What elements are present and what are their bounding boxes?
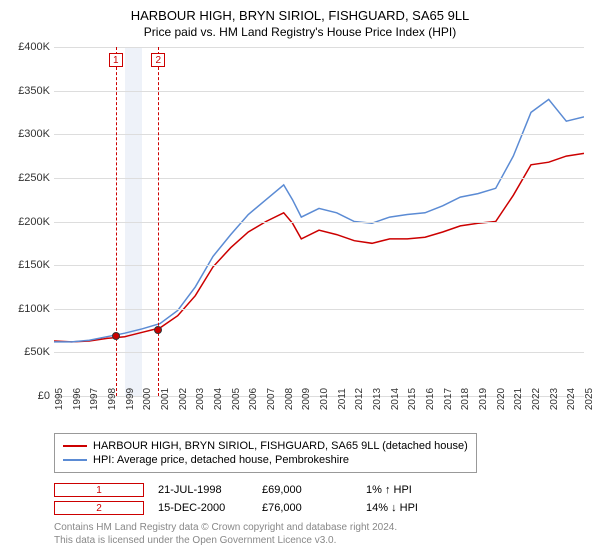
x-axis-label: 2016 <box>425 388 436 410</box>
x-axis-label: 2023 <box>549 388 560 410</box>
datapoint-date: 21-JUL-1998 <box>158 484 248 496</box>
x-axis-label: 1996 <box>72 388 83 410</box>
legend-label: HPI: Average price, detached house, Pemb… <box>93 454 349 466</box>
x-axis-label: 2004 <box>213 388 224 410</box>
x-axis-label: 2021 <box>513 388 524 410</box>
legend-item: HARBOUR HIGH, BRYN SIRIOL, FISHGUARD, SA… <box>63 440 468 452</box>
marker-dot <box>154 326 162 334</box>
datapoint-table: 1 21-JUL-1998 £69,000 1% ↑ HPI 2 15-DEC-… <box>54 483 592 515</box>
y-axis-label: £200K <box>18 216 50 228</box>
datapoint-row: 1 21-JUL-1998 £69,000 1% ↑ HPI <box>54 483 592 497</box>
legend: HARBOUR HIGH, BRYN SIRIOL, FISHGUARD, SA… <box>54 433 477 473</box>
chart-container: HARBOUR HIGH, BRYN SIRIOL, FISHGUARD, SA… <box>8 8 592 547</box>
attribution-line: This data is licensed under the Open Gov… <box>54 534 592 547</box>
y-axis-label: £400K <box>18 41 50 53</box>
x-axis-label: 2024 <box>566 388 577 410</box>
x-axis-label: 2010 <box>319 388 330 410</box>
x-axis-label: 2009 <box>301 388 312 410</box>
x-axis-label: 1997 <box>89 388 100 410</box>
y-axis-label: £0 <box>38 390 50 402</box>
legend-swatch <box>63 459 87 461</box>
x-axis-label: 2005 <box>231 388 242 410</box>
marker-dot <box>112 332 120 340</box>
chart-subtitle: Price paid vs. HM Land Registry's House … <box>8 25 592 39</box>
x-axis-label: 2014 <box>390 388 401 410</box>
y-axis-label: £350K <box>18 85 50 97</box>
marker-box: 1 <box>109 53 123 67</box>
y-axis-label: £300K <box>18 128 50 140</box>
chart-title: HARBOUR HIGH, BRYN SIRIOL, FISHGUARD, SA… <box>8 8 592 23</box>
datapoint-delta: 14% ↓ HPI <box>366 502 456 514</box>
marker-line <box>116 47 117 396</box>
x-axis-label: 2003 <box>195 388 206 410</box>
x-axis-label: 2007 <box>266 388 277 410</box>
x-axis-label: 2020 <box>496 388 507 410</box>
marker-box: 2 <box>151 53 165 67</box>
x-axis-label: 2002 <box>178 388 189 410</box>
x-axis-label: 2015 <box>407 388 418 410</box>
legend-label: HARBOUR HIGH, BRYN SIRIOL, FISHGUARD, SA… <box>93 440 468 452</box>
x-axis-label: 2022 <box>531 388 542 410</box>
x-axis-label: 1998 <box>107 388 118 410</box>
x-axis-label: 2011 <box>337 388 348 410</box>
legend-swatch <box>63 445 87 447</box>
datapoint-marker: 2 <box>54 501 144 515</box>
x-axis-label: 2018 <box>460 388 471 410</box>
attribution: Contains HM Land Registry data © Crown c… <box>54 521 592 547</box>
marker-line <box>158 47 159 396</box>
x-axis-label: 2017 <box>443 388 454 410</box>
datapoint-delta: 1% ↑ HPI <box>366 484 456 496</box>
y-axis-label: £100K <box>18 303 50 315</box>
datapoint-row: 2 15-DEC-2000 £76,000 14% ↓ HPI <box>54 501 592 515</box>
legend-item: HPI: Average price, detached house, Pemb… <box>63 454 468 466</box>
plot-area: £0£50K£100K£150K£200K£250K£300K£350K£400… <box>54 47 584 397</box>
datapoint-price: £69,000 <box>262 484 352 496</box>
datapoint-price: £76,000 <box>262 502 352 514</box>
x-axis-label: 2013 <box>372 388 383 410</box>
x-axis-label: 2001 <box>160 388 171 410</box>
x-axis: 1995199619971998199920002001200220032004… <box>54 397 584 427</box>
y-axis-label: £150K <box>18 259 50 271</box>
datapoint-date: 15-DEC-2000 <box>158 502 248 514</box>
x-axis-label: 2008 <box>284 388 295 410</box>
x-axis-label: 1995 <box>54 388 65 410</box>
attribution-line: Contains HM Land Registry data © Crown c… <box>54 521 592 534</box>
x-axis-label: 2025 <box>584 388 595 410</box>
datapoint-marker: 1 <box>54 483 144 497</box>
y-axis-label: £50K <box>24 346 50 358</box>
y-axis-label: £250K <box>18 172 50 184</box>
x-axis-label: 1999 <box>125 388 136 410</box>
x-axis-label: 2006 <box>248 388 259 410</box>
x-axis-label: 2012 <box>354 388 365 410</box>
x-axis-label: 2000 <box>142 388 153 410</box>
x-axis-label: 2019 <box>478 388 489 410</box>
series-line <box>54 153 584 342</box>
